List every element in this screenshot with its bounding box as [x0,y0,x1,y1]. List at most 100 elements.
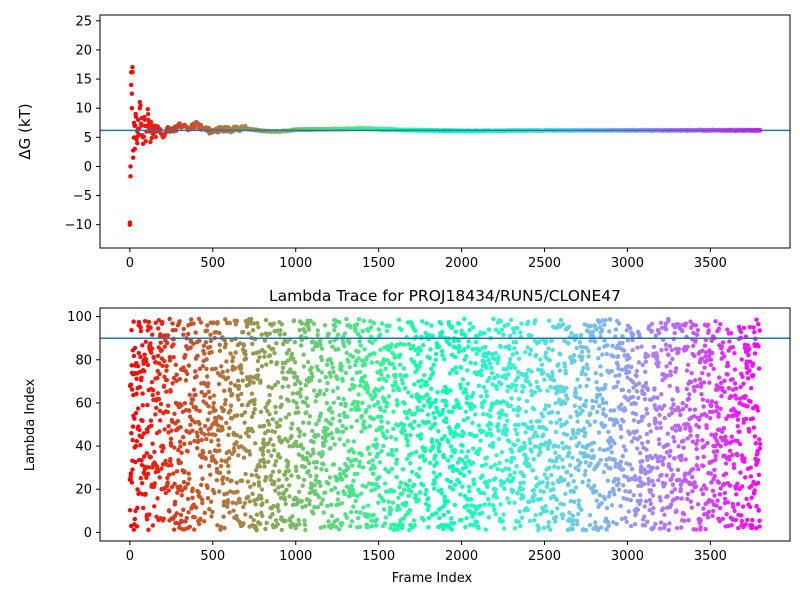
lambda-point [452,502,457,508]
lambda-point [429,439,435,445]
lambda-point [594,379,599,385]
lambda-point [505,496,510,501]
lambda-point [670,426,675,431]
lambda-point [735,417,741,422]
delta-g-point [127,220,133,225]
lambda-point [145,362,151,368]
lambda-point [704,486,709,491]
delta-g-point [132,123,138,128]
lambda-point [287,494,292,499]
lambda-point [328,445,333,451]
lambda-point [172,445,177,450]
lambda-point [492,356,497,362]
lambda-point [465,503,470,508]
lambda-point [273,488,278,493]
lambda-point [551,487,556,492]
lambda-point [582,451,587,456]
lambda-point [473,433,479,438]
lambda-point [287,444,292,449]
lambda-point [200,476,205,482]
lambda-point [326,331,331,337]
lambda-point [689,370,694,376]
lambda-point [434,511,439,516]
lambda-point [627,462,633,467]
lambda-point [541,525,547,531]
lambda-point [568,473,574,478]
lambda-point [250,375,256,380]
lambda-point [171,336,177,342]
lambda-point [715,498,720,503]
lambda-point [484,455,489,460]
lambda-point [233,336,238,342]
lambda-point [233,350,238,355]
lambda-point [248,316,254,322]
lambda-point [378,368,383,373]
lambda-point [585,483,591,488]
lambda-point [555,506,560,511]
lambda-point [252,397,257,403]
lambda-point [278,395,283,400]
lambda-point [181,479,187,485]
lambda-point [497,460,502,466]
lambda-point [256,483,262,488]
lambda-point [369,488,374,493]
lambda-point [683,457,688,462]
lambda-point [432,480,438,485]
lambda-point [737,441,743,447]
lambda-point [756,507,762,513]
lambda-point [695,502,701,507]
lambda-point [222,525,227,531]
lambda-point [580,354,585,360]
lambda-point [325,380,330,386]
lambda-point [613,327,619,332]
lambda-point [212,490,217,496]
lambda-point [459,328,464,333]
lambda-point [347,364,352,370]
lambda-point [668,502,674,507]
lambda-point [441,512,447,518]
lambda-point [297,390,302,395]
lambda-point [755,458,761,463]
lambda-point [191,341,196,347]
delta-g-x-ticks: 0 500 1000 1500 2000 2500 3000 3500 [126,248,727,271]
lambda-point [546,403,552,409]
lambda-point [355,403,360,408]
lambda-point [485,484,490,490]
lambda-point [217,448,222,453]
lambda-point [683,426,688,431]
lambda-point [300,446,306,451]
lambda-point [128,382,134,387]
lambda-point [405,438,410,444]
lambda-point [604,505,610,511]
lambda-point [205,323,210,328]
lambda-point [184,515,189,521]
lambda-point [188,422,193,428]
lambda-point [308,378,314,383]
lambda-point [524,456,530,461]
lambda-point [471,522,477,528]
lambda-point [168,456,173,462]
lambda-point [444,403,449,408]
lambda-point [342,343,347,349]
lambda-point [480,429,486,434]
lambda-point [194,430,200,435]
lambda-point [732,350,737,356]
lambda-point [359,452,364,458]
lambda-point [317,479,322,485]
lambda-point [660,377,665,383]
lambda-point [599,328,605,333]
lambda-point [360,465,366,470]
lambda-point [488,421,494,427]
lambda-point [749,495,754,500]
lambda-point [349,483,354,489]
lambda-point [748,399,753,404]
lambda-point [316,367,321,373]
lambda-point [573,390,579,395]
lambda-point [720,516,726,522]
lambda-point [725,372,730,377]
lambda-point [647,497,653,503]
lambda-point [493,487,498,492]
lambda-point [524,399,530,404]
lambda-point [706,509,712,515]
lambda-point [630,347,635,353]
